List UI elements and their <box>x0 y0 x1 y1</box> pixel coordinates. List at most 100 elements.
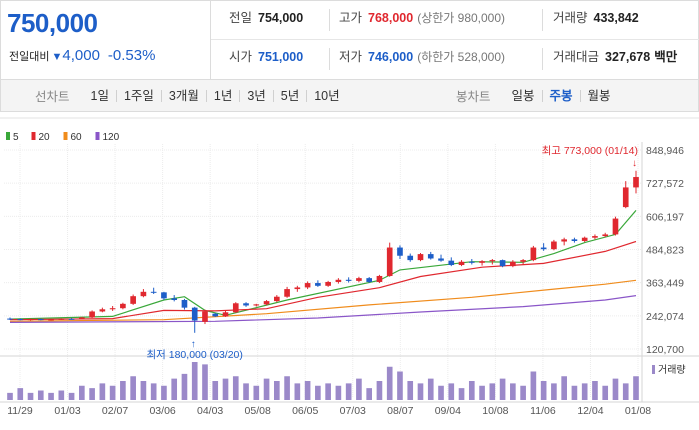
candle-body <box>161 292 167 299</box>
candle-body <box>243 303 249 306</box>
volume-bars: 거래량 <box>7 362 686 400</box>
volume-bar <box>79 385 85 400</box>
candle-body <box>191 307 198 321</box>
change-percent: -0.53% <box>107 47 156 64</box>
tab-candle_items-2[interactable]: 월봉 <box>579 89 618 102</box>
volume-bar <box>571 385 578 400</box>
volume-bar <box>602 385 609 400</box>
volume-bar <box>68 392 75 400</box>
candle-body <box>17 319 24 321</box>
volume-bar <box>386 366 393 400</box>
stat-high: 고가 768,000 (상한가 980,000) <box>339 11 506 25</box>
x-tick-label: 05/08 <box>245 405 271 417</box>
candle-body <box>7 318 13 320</box>
volume-bar <box>202 364 208 400</box>
current-price: 750,000 <box>7 8 98 38</box>
x-tick-label: 01/03 <box>54 405 80 417</box>
price-change: 전일대비 ▼4,000 -0.53% <box>9 47 155 64</box>
volume-bar <box>561 376 567 400</box>
price-summary: 750,000 전일대비 ▼4,000 -0.53% <box>1 1 211 79</box>
tab-candle_items-0[interactable]: 일봉 <box>511 88 535 103</box>
candle-body <box>540 247 547 250</box>
down-arrow-icon: ↓ <box>632 158 637 169</box>
price-chart[interactable]: 5 20 60 120 848,946 727,572 606,197 484,823 363… <box>0 112 699 430</box>
candle-body <box>120 303 126 309</box>
candle-body <box>48 319 54 321</box>
volume-bar <box>448 383 455 400</box>
volume-bar <box>273 381 280 400</box>
candle-body <box>171 298 178 301</box>
volume-legend-swatch <box>652 365 655 374</box>
candle-body <box>79 317 85 320</box>
x-tick-label: 12/04 <box>577 405 603 417</box>
tab-line_items-4[interactable]: 3년 <box>239 89 272 102</box>
candle-body <box>571 239 578 241</box>
tab-line_items-6[interactable]: 10년 <box>306 89 346 102</box>
x-tick-label: 08/07 <box>387 405 413 417</box>
volume-bar <box>243 383 249 400</box>
tab-line_items-0[interactable]: 1일 <box>90 88 109 103</box>
legend-label-60: 60 <box>71 132 83 143</box>
x-tick-label: 03/06 <box>149 405 175 417</box>
volume-bar <box>191 362 198 400</box>
candle-body <box>130 296 136 304</box>
volume-bar <box>58 390 65 400</box>
candle-body <box>458 261 465 266</box>
x-tick-label: 04/03 <box>197 405 223 417</box>
volume-bar <box>510 383 516 400</box>
stat-prev-close: 전일 754,000 <box>229 11 304 25</box>
moving-average-lines <box>9 210 637 323</box>
volume-bar <box>612 378 619 400</box>
volume-bar <box>294 383 301 400</box>
volume-bar <box>622 383 629 400</box>
candle-body <box>376 275 383 282</box>
x-tick-label: 11/29 <box>7 405 33 417</box>
volume-bar <box>7 392 13 400</box>
legend-label-20: 20 <box>39 132 51 143</box>
x-tick-label: 09/04 <box>435 405 461 417</box>
candle-body <box>397 247 403 256</box>
candle-chart-label: 봉차트 <box>456 90 491 104</box>
candle-body <box>612 218 619 235</box>
candle-body <box>489 260 496 262</box>
candle-body <box>27 319 34 321</box>
candle-body <box>530 247 537 261</box>
candle-body <box>253 304 260 306</box>
ma-line-20 <box>9 240 637 321</box>
candle-body <box>294 287 301 290</box>
candle-body <box>150 291 157 293</box>
tab-line_items-1[interactable]: 1주일 <box>115 89 161 102</box>
line-chart-label: 선차트 <box>35 90 70 104</box>
volume-bar <box>356 378 362 400</box>
y-tick-label: 484,823 <box>646 245 684 257</box>
volume-bar <box>161 385 167 400</box>
tab-line_items-3[interactable]: 1년 <box>205 89 239 102</box>
tab-line_items-2[interactable]: 3개월 <box>160 89 206 102</box>
candle-body <box>304 283 311 288</box>
volume-bar <box>315 385 321 400</box>
x-axis-ticks: 11/29 01/03 02/07 03/06 04/03 05/08 06/05 07/03… <box>7 405 651 417</box>
tab-candle_items-1[interactable]: 주봉 <box>541 89 580 102</box>
volume-bar <box>479 385 485 400</box>
volume-bar <box>89 388 95 400</box>
candle-body <box>386 247 393 276</box>
candle-body <box>68 318 75 320</box>
candle-chart-tabs: 봉차트 일봉 주봉 월봉 <box>456 80 618 111</box>
volume-bar <box>232 376 239 400</box>
candle-body <box>181 300 188 308</box>
volume-label: 거래량 <box>658 364 686 376</box>
volume-bar <box>222 378 229 400</box>
tab-line_items-5[interactable]: 5년 <box>272 89 306 102</box>
volume-bar <box>140 381 147 400</box>
volume-bar <box>130 376 136 400</box>
candle-body <box>335 279 342 282</box>
volume-bar <box>171 378 178 400</box>
candle-body <box>602 234 609 237</box>
candle-body <box>345 279 352 281</box>
volume-bar <box>181 373 188 400</box>
volume-bar <box>27 392 34 400</box>
volume-bar <box>366 388 373 400</box>
volume-bar <box>407 381 414 400</box>
volume-bar <box>48 392 54 400</box>
volume-bar <box>376 381 383 400</box>
